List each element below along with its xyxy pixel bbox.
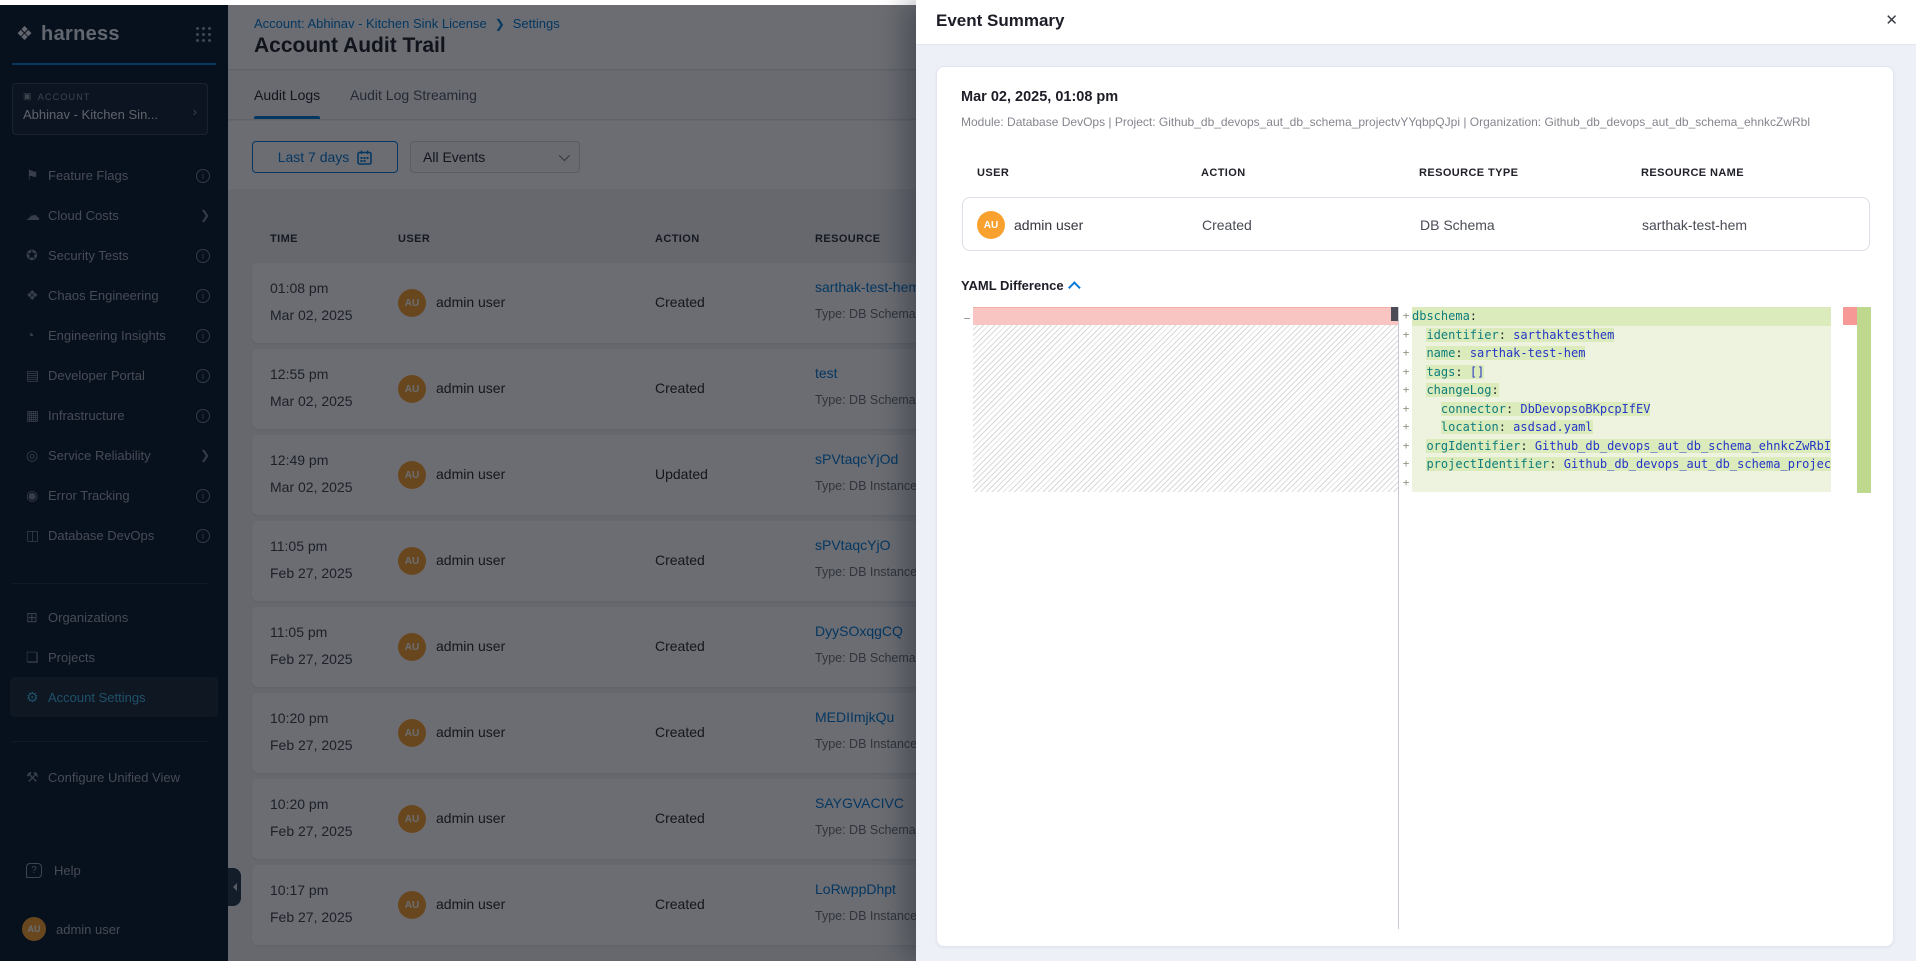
drawer-header: Event Summary ✕ <box>916 0 1916 45</box>
yaml-diff-editor: − + + + + + + + + + + dbschema: identifier: sarth… <box>961 307 1871 929</box>
diff-empty-hatch-region <box>973 325 1398 492</box>
top-strip <box>0 0 916 5</box>
diff-added-lines: dbschema: identifier: sarthaktesthem nam… <box>1412 307 1831 493</box>
diff-added-marker: + <box>1402 346 1410 359</box>
diff-added-line <box>1412 473 1831 492</box>
diff-removed-line <box>973 307 1398 325</box>
diff-added-line: orgIdentifier: Github_db_devops_aut_db_s… <box>1412 436 1831 455</box>
diff-added-marker: + <box>1402 364 1410 378</box>
event-action: Created <box>1202 217 1252 233</box>
close-icon[interactable]: ✕ <box>1885 12 1898 29</box>
column-header-user: USER <box>977 167 1010 179</box>
diff-added-line: tags: [] <box>1412 362 1831 381</box>
overview-ruler-removed <box>1843 307 1857 325</box>
event-datetime: Mar 02, 2025, 01:08 pm <box>961 89 1119 105</box>
event-card: Mar 02, 2025, 01:08 pm Module: Database … <box>936 66 1894 947</box>
diff-pane-divider <box>1398 307 1399 929</box>
diff-added-line: projectIdentifier: Github_db_devops_aut_… <box>1412 455 1831 474</box>
diff-added-marker: + <box>1402 475 1410 489</box>
diff-added-marker: + <box>1402 438 1410 452</box>
diff-added-line: name: sarthak-test-hem <box>1412 344 1831 363</box>
diff-added-line: dbschema: <box>1412 307 1831 326</box>
modal-dim-overlay[interactable] <box>0 0 916 961</box>
diff-added-marker: + <box>1402 420 1410 433</box>
column-header-action: ACTION <box>1201 167 1246 179</box>
diff-added-line: identifier: sarthaktesthem <box>1412 325 1831 344</box>
diff-added-line: location: asdsad.yaml <box>1412 418 1831 437</box>
drawer-title: Event Summary <box>936 11 1065 30</box>
yaml-difference-toggle[interactable]: YAML Difference <box>961 278 1081 294</box>
event-table-row: AU admin user Created DB Schema sarthak-… <box>962 197 1870 251</box>
diff-added-marker: + <box>1402 383 1410 396</box>
user-avatar: AU <box>977 211 1005 239</box>
diff-added-line: changeLog: <box>1412 381 1831 400</box>
event-resource-name: sarthak-test-hem <box>1642 217 1748 233</box>
diff-splitter-handle[interactable] <box>1391 307 1399 321</box>
chevron-up-icon <box>1067 281 1081 294</box>
overview-ruler-added <box>1857 307 1871 493</box>
diff-added-line: connector: DbDevopsoBKpcpIfEV <box>1412 399 1831 418</box>
event-user: admin user <box>1014 217 1084 233</box>
diff-added-marker: + <box>1402 457 1410 470</box>
event-resource-type: DB Schema <box>1420 217 1495 233</box>
diff-added-marker: + <box>1402 309 1410 322</box>
event-context: Module: Database DevOps | Project: Githu… <box>961 115 1810 129</box>
column-header-resource-name: RESOURCE NAME <box>1641 167 1744 179</box>
diff-added-marker: + <box>1402 401 1410 415</box>
event-summary-drawer: Event Summary ✕ Mar 02, 2025, 01:08 pm M… <box>916 0 1916 961</box>
diff-added-marker: + <box>1402 327 1410 341</box>
diff-added-gutter: + + + + + + + + + + <box>1400 307 1412 492</box>
diff-removed-marker: − <box>963 312 971 325</box>
column-header-resource-type: RESOURCE TYPE <box>1419 167 1519 179</box>
